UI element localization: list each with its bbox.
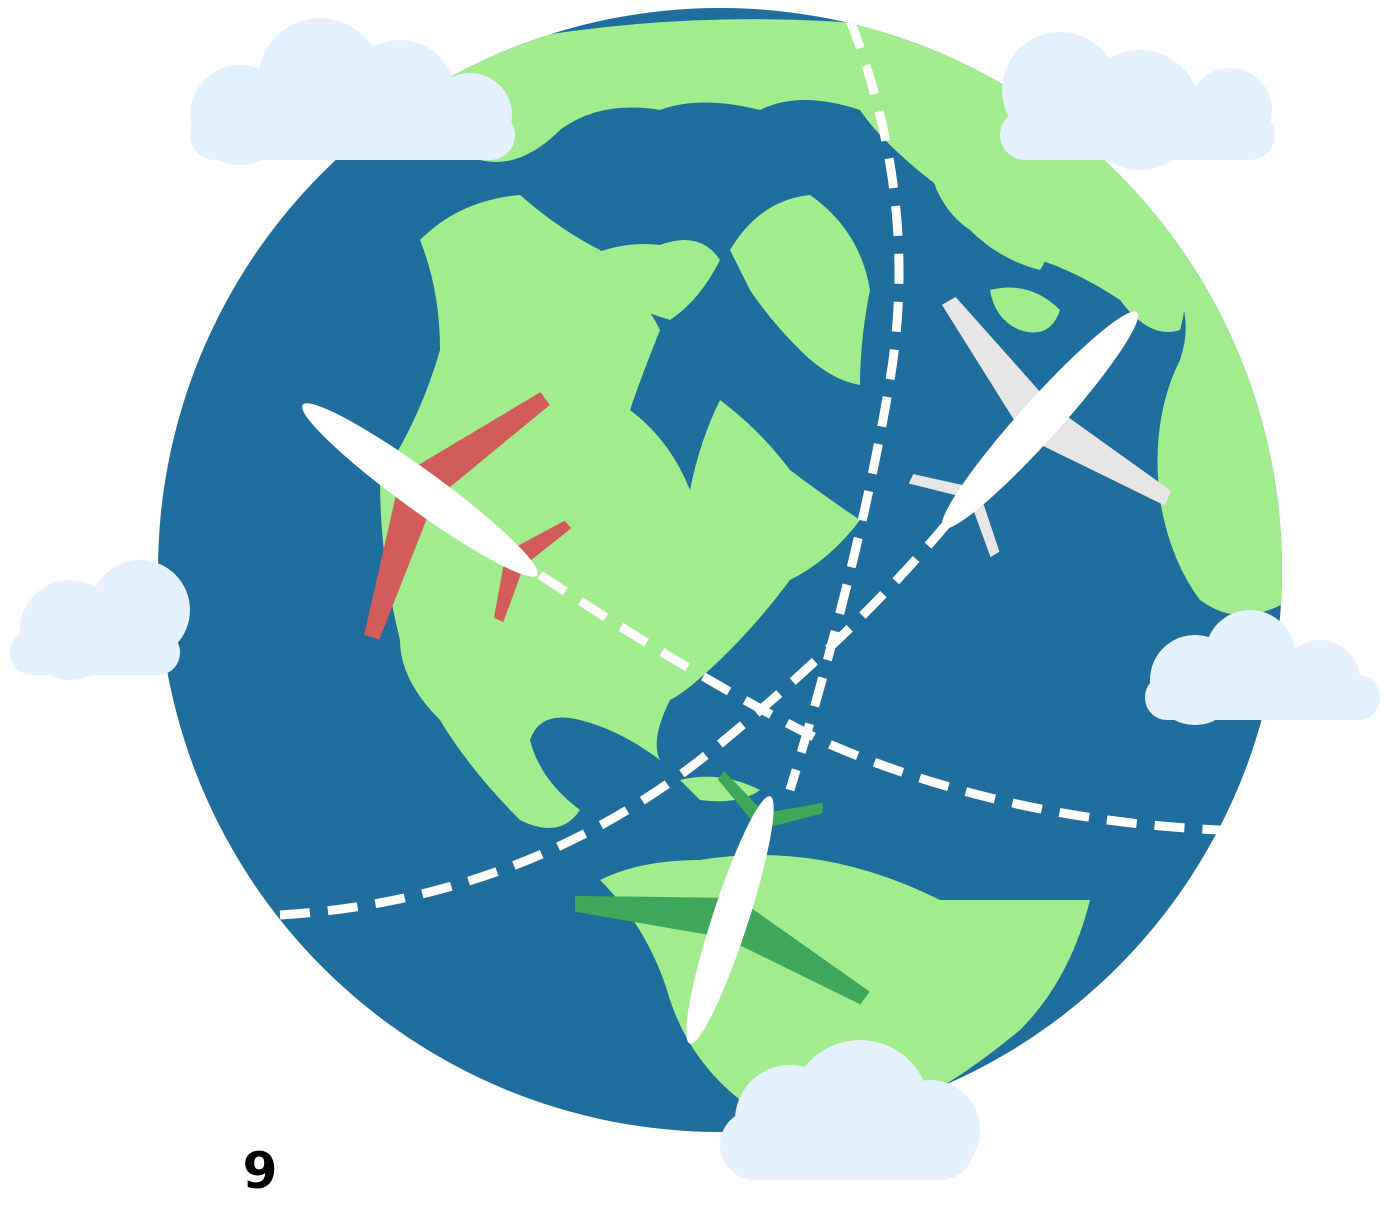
label: 9 — [243, 1142, 278, 1200]
cloud — [190, 18, 515, 165]
cloud — [10, 560, 190, 680]
illustration: 9 — [0, 0, 1384, 1223]
cloud — [1000, 32, 1275, 170]
